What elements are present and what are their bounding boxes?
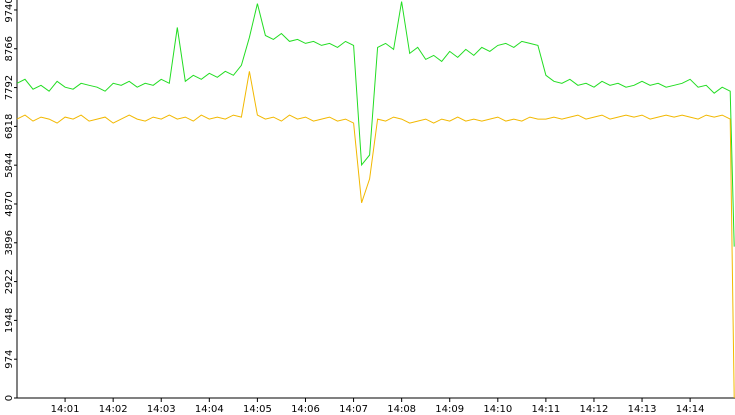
y-tick-label: 6818	[4, 114, 15, 139]
data-line	[16, 1, 735, 247]
y-tick-label: 8766	[4, 36, 15, 61]
y-tick-label: 7792	[4, 75, 15, 100]
y-tick-label: 0	[4, 395, 15, 401]
x-tick-label: 14:08	[387, 404, 416, 415]
x-tick-label: 14:06	[291, 404, 320, 415]
y-tick-label: 974	[4, 350, 15, 369]
y-tick-label: 5844	[4, 152, 15, 177]
y-tick-label: 9740	[4, 0, 15, 23]
x-tick-label: 14:04	[195, 404, 224, 415]
x-tick-label: 14:09	[435, 404, 464, 415]
x-tick-label: 14:14	[676, 404, 705, 415]
x-tick-label: 14:13	[628, 404, 657, 415]
y-tick-label: 1948	[4, 308, 15, 333]
x-tick-label: 14:01	[51, 404, 80, 415]
y-tick-label: 4870	[4, 191, 15, 216]
x-tick-label: 14:07	[339, 404, 368, 415]
data-line	[16, 71, 735, 399]
y-tick-label: 3896	[4, 230, 15, 255]
y-tick-label: 2922	[4, 269, 15, 294]
x-tick-label: 14:12	[580, 404, 609, 415]
x-tick-label: 14:03	[147, 404, 176, 415]
x-tick-label: 14:05	[243, 404, 272, 415]
x-tick-label: 14:10	[483, 404, 512, 415]
x-tick-label: 14:11	[531, 404, 560, 415]
x-tick-label: 14:02	[99, 404, 128, 415]
